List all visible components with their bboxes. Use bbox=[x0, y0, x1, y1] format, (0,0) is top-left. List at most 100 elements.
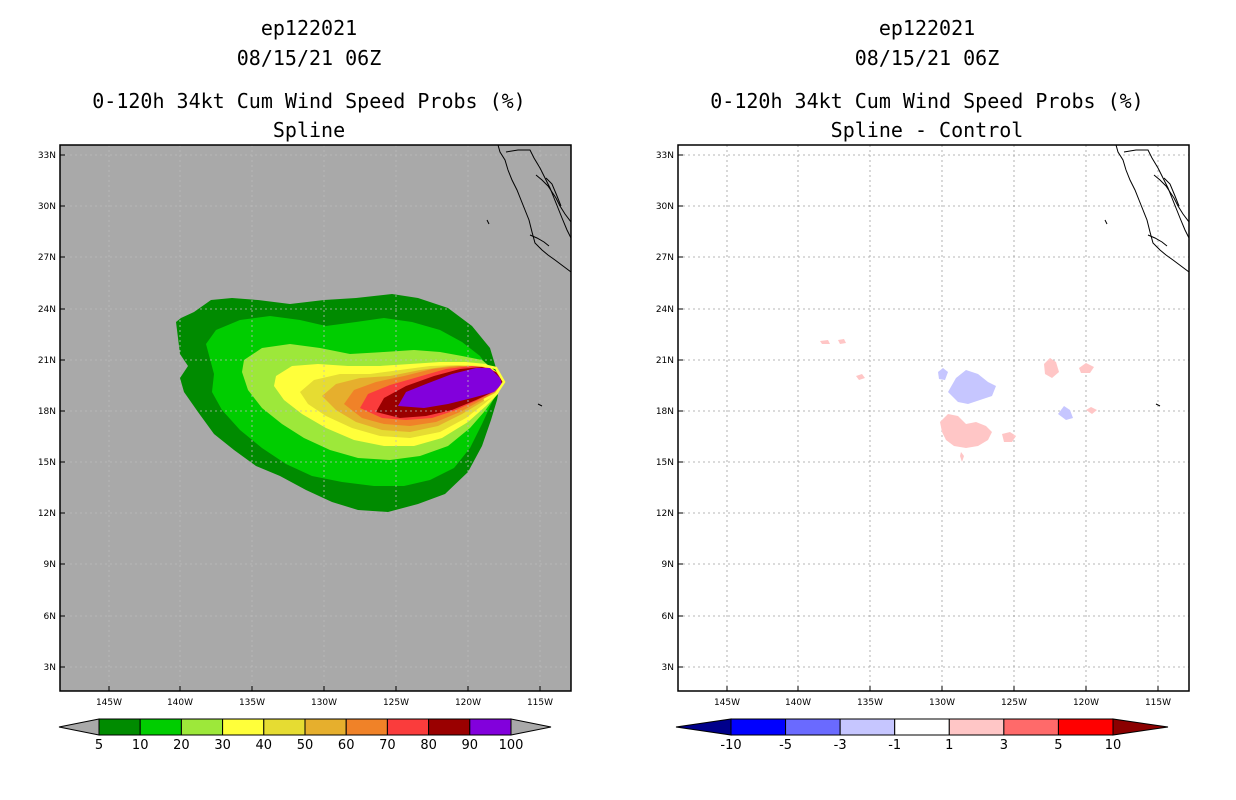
right-difference-areas bbox=[820, 339, 1097, 462]
y-tick-label: 6N bbox=[44, 612, 56, 622]
colorbar-label: -3 bbox=[834, 738, 847, 753]
colorbar-swatch bbox=[98, 718, 141, 736]
neg-area-3 bbox=[1058, 406, 1073, 420]
colorbar-low-extension bbox=[58, 718, 100, 736]
x-tick-label: 135W bbox=[857, 698, 883, 708]
y-tick-label: 9N bbox=[44, 560, 56, 570]
left-panel: ep122021 08/15/21 06Z 0-120h 34kt Cum Wi… bbox=[38, 16, 572, 753]
colorbar-label: 20 bbox=[173, 738, 190, 753]
right-title: 0-120h 34kt Cum Wind Speed Probs (%) bbox=[710, 89, 1144, 113]
pos-area-8 bbox=[820, 340, 830, 344]
colorbar-swatch bbox=[222, 718, 265, 736]
colorbar-swatch bbox=[1003, 718, 1059, 736]
y-tick-label: 30N bbox=[38, 202, 56, 212]
left-contour-edge bbox=[481, 363, 506, 402]
y-tick-label: 3N bbox=[662, 663, 674, 673]
colorbar-label: 1 bbox=[945, 738, 953, 753]
left-datetime: 08/15/21 06Z bbox=[236, 46, 382, 70]
colorbar-swatch bbox=[785, 718, 841, 736]
colorbar-label: 50 bbox=[297, 738, 314, 753]
right-gridlines bbox=[678, 145, 1189, 691]
right-map-background bbox=[678, 145, 1189, 691]
right-y-ticks: 33N 30N 27N 24N 21N 18N 15N 12N 9N 6N 3N bbox=[656, 151, 683, 673]
left-subtitle: Spline bbox=[272, 118, 346, 142]
pos-area-9 bbox=[838, 339, 846, 344]
y-tick-label: 21N bbox=[38, 356, 56, 366]
colorbar-swatch bbox=[180, 718, 224, 736]
colorbar-label: 5 bbox=[95, 738, 103, 753]
neg-area-1 bbox=[948, 370, 996, 404]
y-tick-label: 27N bbox=[656, 253, 674, 263]
colorbar-label: 40 bbox=[256, 738, 273, 753]
y-tick-label: 9N bbox=[662, 560, 674, 570]
right-map-frame bbox=[677, 144, 1190, 692]
colorbar-label: -10 bbox=[720, 738, 741, 753]
right-colorbar: -10 -5 -3 -1 1 3 5 10 bbox=[675, 718, 1169, 753]
y-tick-label: 21N bbox=[656, 356, 674, 366]
colorbar-swatch bbox=[948, 718, 1005, 736]
neg-area-2 bbox=[938, 368, 948, 380]
colorbar-swatch bbox=[263, 718, 306, 736]
y-tick-label: 12N bbox=[38, 509, 56, 519]
pos-area-3 bbox=[1002, 432, 1016, 442]
left-title: 0-120h 34kt Cum Wind Speed Probs (%) bbox=[92, 89, 526, 113]
colorbar-label: 80 bbox=[420, 738, 437, 753]
right-subtitle: Spline - Control bbox=[830, 118, 1024, 142]
colorbar-label: 70 bbox=[379, 738, 396, 753]
y-tick-label: 24N bbox=[656, 305, 674, 315]
left-map-frame bbox=[59, 144, 572, 692]
y-tick-label: 6N bbox=[662, 612, 674, 622]
colorbar-label: 90 bbox=[462, 738, 479, 753]
x-tick-label: 130W bbox=[311, 698, 337, 708]
y-tick-label: 12N bbox=[656, 509, 674, 519]
x-tick-label: 135W bbox=[239, 698, 265, 708]
x-tick-label: 145W bbox=[96, 698, 122, 708]
x-tick-label: 125W bbox=[383, 698, 409, 708]
x-tick-label: 140W bbox=[785, 698, 811, 708]
pos-area-2 bbox=[960, 452, 964, 462]
y-tick-label: 18N bbox=[38, 407, 56, 417]
y-tick-label: 18N bbox=[656, 407, 674, 417]
right-datetime: 08/15/21 06Z bbox=[854, 46, 1000, 70]
y-tick-label: 33N bbox=[38, 151, 56, 161]
right-panel: ep122021 08/15/21 06Z 0-120h 34kt Cum Wi… bbox=[618, 0, 1236, 800]
colorbar-label: 5 bbox=[1054, 738, 1062, 753]
pos-area-1 bbox=[940, 414, 992, 448]
x-tick-label: 120W bbox=[1073, 698, 1099, 708]
left-contour-90-100 bbox=[398, 368, 502, 408]
colorbar-label: -5 bbox=[779, 738, 792, 753]
x-tick-label: 120W bbox=[455, 698, 481, 708]
colorbar-swatch bbox=[1057, 718, 1114, 736]
x-tick-label: 125W bbox=[1001, 698, 1027, 708]
colorbar-high-extension bbox=[1112, 718, 1169, 736]
colorbar-swatch bbox=[428, 718, 471, 736]
left-gridlines bbox=[60, 145, 571, 691]
left-colorbar: 5 10 20 30 40 50 60 70 80 90 100 bbox=[58, 718, 552, 753]
colorbar-swatch bbox=[469, 718, 512, 736]
x-tick-label: 145W bbox=[714, 698, 740, 708]
left-storm-id: ep122021 bbox=[260, 16, 358, 40]
colorbar-swatch bbox=[894, 718, 950, 736]
colorbar-swatch bbox=[304, 718, 347, 736]
colorbar-label: 10 bbox=[132, 738, 149, 753]
colorbar-swatch bbox=[730, 718, 787, 736]
colorbar-low-extension bbox=[675, 718, 732, 736]
pos-area-7 bbox=[856, 374, 865, 380]
colorbar-label: 3 bbox=[1000, 738, 1008, 753]
colorbar-label: 100 bbox=[499, 738, 524, 753]
y-tick-label: 15N bbox=[656, 458, 674, 468]
left-x-ticks: 145W 140W 135W 130W 125W 120W 115W bbox=[96, 686, 553, 708]
colorbar-label: 60 bbox=[338, 738, 355, 753]
y-tick-label: 3N bbox=[44, 663, 56, 673]
pos-area-5 bbox=[1079, 363, 1094, 373]
x-tick-label: 115W bbox=[527, 698, 553, 708]
left-y-ticks: 33N 30N 27N 24N 21N 18N 15N 12N 9N 6N 3N bbox=[38, 151, 65, 673]
colorbar-swatch bbox=[139, 718, 182, 736]
colorbar-swatch bbox=[839, 718, 896, 736]
colorbar-label: 10 bbox=[1105, 738, 1122, 753]
colorbar-label: -1 bbox=[888, 738, 901, 753]
pos-area-6 bbox=[1086, 407, 1097, 414]
x-tick-label: 140W bbox=[167, 698, 193, 708]
